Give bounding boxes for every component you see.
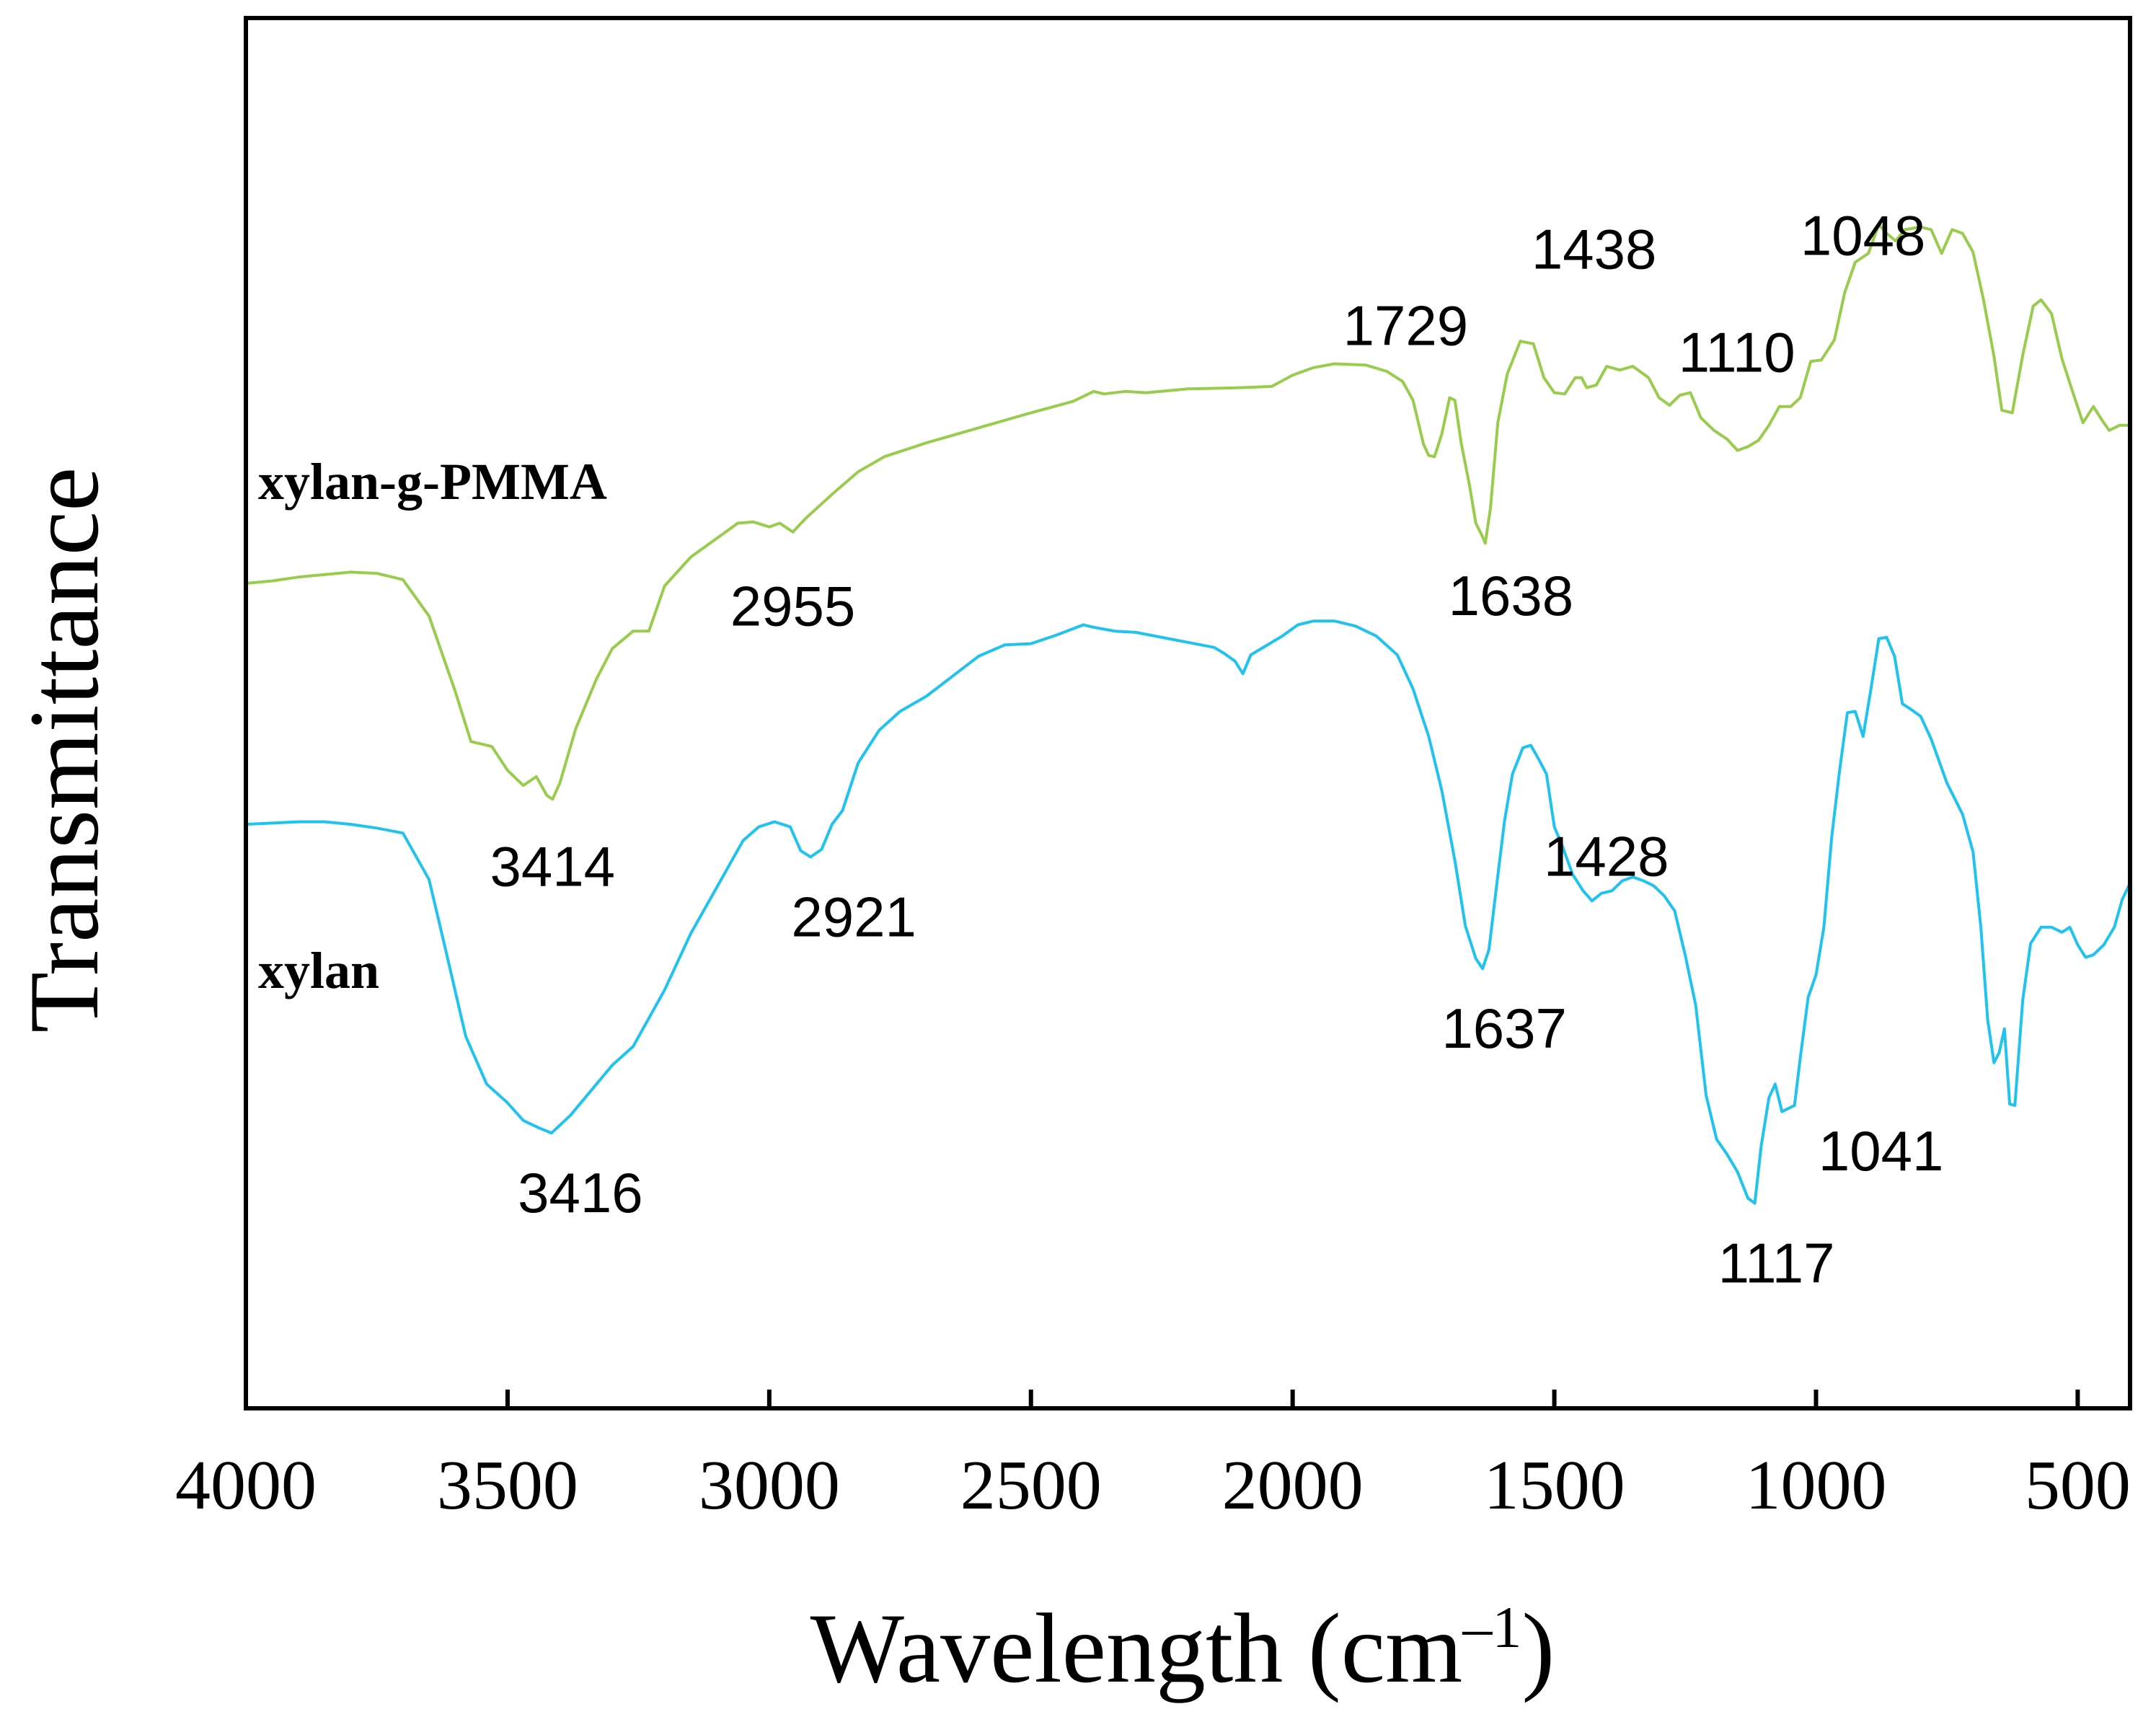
x-tick-label-3500: 3500 [437,1447,578,1524]
x-tick-label-1000: 1000 [1746,1447,1887,1524]
peak-label-xylan-g-pmma-1638: 1638 [1449,564,1574,627]
x-tick-label-2500: 2500 [960,1447,1102,1524]
x-axis-title-close: ) [1521,1593,1555,1703]
x-axis-tick-labels: 4000 3500 3000 2500 2000 1500 1000 500 [175,1447,2131,1524]
plot-frame [244,16,2132,1410]
x-tick-label-3000: 3000 [699,1447,840,1524]
peak-label-xylan-2921: 2921 [791,885,916,948]
x-axis-title: Wavelength (cm–1) [810,1593,1555,1703]
peak-label-xylan-g-pmma-3414: 3414 [490,834,616,898]
peak-label-xylan-g-pmma-2955: 2955 [730,575,856,638]
peak-label-xylan-g-pmma-1048: 1048 [1801,204,1926,268]
peak-label-xylan-1428: 1428 [1544,824,1669,888]
series-label-xylan-g-pmma: xylan-g-PMMA [258,453,607,511]
peak-label-xylan-g-pmma-1438: 1438 [1532,218,1657,281]
x-tick-label-2000: 2000 [1222,1447,1364,1524]
peak-label-xylan-3416: 3416 [518,1161,643,1224]
series-label-xylan: xylan [258,942,379,999]
x-tick-label-4000: 4000 [175,1447,317,1524]
x-axis-title-unit: –1 [1462,1594,1521,1660]
x-tick-label-1500: 1500 [1484,1447,1625,1524]
peak-label-xylan-g-pmma-1110: 1110 [1679,321,1795,384]
peak-label-xylan-1637: 1637 [1441,997,1567,1060]
peak-label-xylan-1117: 1117 [1718,1232,1835,1295]
series-layer [245,223,2131,1205]
y-axis-title: Transmittance [9,467,119,1033]
series-line-xylan [245,619,2131,1205]
series-line-xylan-g-pmma [245,223,2130,801]
x-axis-title-text: Wavelength (cm [810,1593,1463,1703]
peak-label-xylan-g-pmma-1729: 1729 [1343,293,1469,357]
x-axis-ticks [244,1390,2080,1408]
x-tick-label-500: 500 [2025,1447,2131,1524]
peak-label-xylan-1041: 1041 [1819,1119,1944,1183]
